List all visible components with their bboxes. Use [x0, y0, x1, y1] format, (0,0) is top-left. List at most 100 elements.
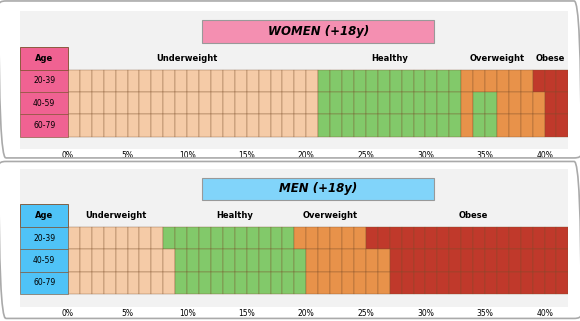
Bar — [450, 272, 461, 294]
Bar — [509, 227, 521, 249]
Bar — [390, 249, 401, 272]
Bar — [437, 92, 450, 115]
Bar — [139, 70, 151, 92]
Bar — [115, 249, 128, 272]
Bar — [556, 272, 568, 294]
Bar — [545, 70, 556, 92]
Bar — [497, 70, 509, 92]
Bar — [80, 115, 92, 137]
Bar — [366, 92, 378, 115]
Bar — [306, 272, 318, 294]
Bar — [175, 272, 187, 294]
Bar — [521, 272, 532, 294]
Bar — [473, 115, 485, 137]
Bar — [20, 227, 68, 249]
Bar — [461, 227, 473, 249]
Bar — [545, 272, 556, 294]
Bar — [485, 115, 497, 137]
Bar — [20, 47, 68, 70]
Bar — [235, 115, 246, 137]
Bar — [104, 92, 115, 115]
Bar — [223, 70, 235, 92]
Bar — [80, 227, 92, 249]
Bar — [330, 227, 342, 249]
Bar — [246, 70, 259, 92]
Bar — [68, 272, 80, 294]
Bar — [20, 92, 68, 115]
Bar — [115, 227, 128, 249]
Bar — [366, 227, 378, 249]
Bar — [128, 272, 139, 294]
Bar — [282, 227, 294, 249]
Bar — [68, 70, 80, 92]
Bar — [318, 70, 330, 92]
Text: Overweight: Overweight — [469, 54, 524, 63]
Bar — [425, 227, 437, 249]
Bar — [270, 115, 282, 137]
Bar — [259, 227, 270, 249]
Bar — [437, 227, 450, 249]
Bar — [80, 92, 92, 115]
Bar — [92, 272, 104, 294]
Bar — [151, 249, 164, 272]
Bar — [437, 272, 450, 294]
Bar — [164, 249, 175, 272]
Bar — [330, 92, 342, 115]
Text: Age: Age — [35, 54, 53, 63]
Text: 40-59: 40-59 — [33, 99, 55, 108]
Bar — [295, 227, 306, 249]
Bar — [164, 227, 175, 249]
Bar — [104, 249, 115, 272]
Bar — [235, 272, 246, 294]
Bar — [366, 272, 378, 294]
Bar — [199, 249, 211, 272]
Bar — [521, 70, 532, 92]
Bar — [282, 249, 294, 272]
Bar — [128, 115, 139, 137]
Bar — [164, 272, 175, 294]
Bar — [437, 249, 450, 272]
Bar — [497, 115, 509, 137]
Bar — [545, 92, 556, 115]
Bar — [450, 115, 461, 137]
FancyBboxPatch shape — [202, 178, 434, 200]
Bar — [282, 70, 294, 92]
Bar — [306, 227, 318, 249]
Bar — [509, 70, 521, 92]
Text: Obese: Obese — [458, 211, 488, 220]
Bar — [128, 70, 139, 92]
Bar — [497, 249, 509, 272]
Bar — [92, 227, 104, 249]
Bar — [20, 249, 68, 272]
Bar — [223, 227, 235, 249]
Bar — [306, 249, 318, 272]
Bar — [175, 227, 187, 249]
Bar — [461, 115, 473, 137]
Bar — [270, 92, 282, 115]
Bar — [342, 115, 354, 137]
Bar — [390, 115, 401, 137]
Bar — [270, 70, 282, 92]
Bar — [450, 92, 461, 115]
Bar — [235, 92, 246, 115]
Bar — [128, 92, 139, 115]
Bar — [556, 227, 568, 249]
Bar — [187, 92, 199, 115]
Bar — [401, 227, 414, 249]
Bar — [342, 249, 354, 272]
Bar — [175, 92, 187, 115]
Bar — [318, 92, 330, 115]
Bar — [68, 249, 80, 272]
Text: Overweight: Overweight — [303, 211, 358, 220]
Bar — [259, 115, 270, 137]
Bar — [450, 249, 461, 272]
Bar — [378, 249, 390, 272]
Bar — [556, 92, 568, 115]
Text: Obese: Obese — [536, 54, 566, 63]
Bar — [306, 70, 318, 92]
Bar — [295, 115, 306, 137]
Bar — [366, 249, 378, 272]
Bar — [485, 227, 497, 249]
Bar — [425, 92, 437, 115]
Bar — [128, 227, 139, 249]
